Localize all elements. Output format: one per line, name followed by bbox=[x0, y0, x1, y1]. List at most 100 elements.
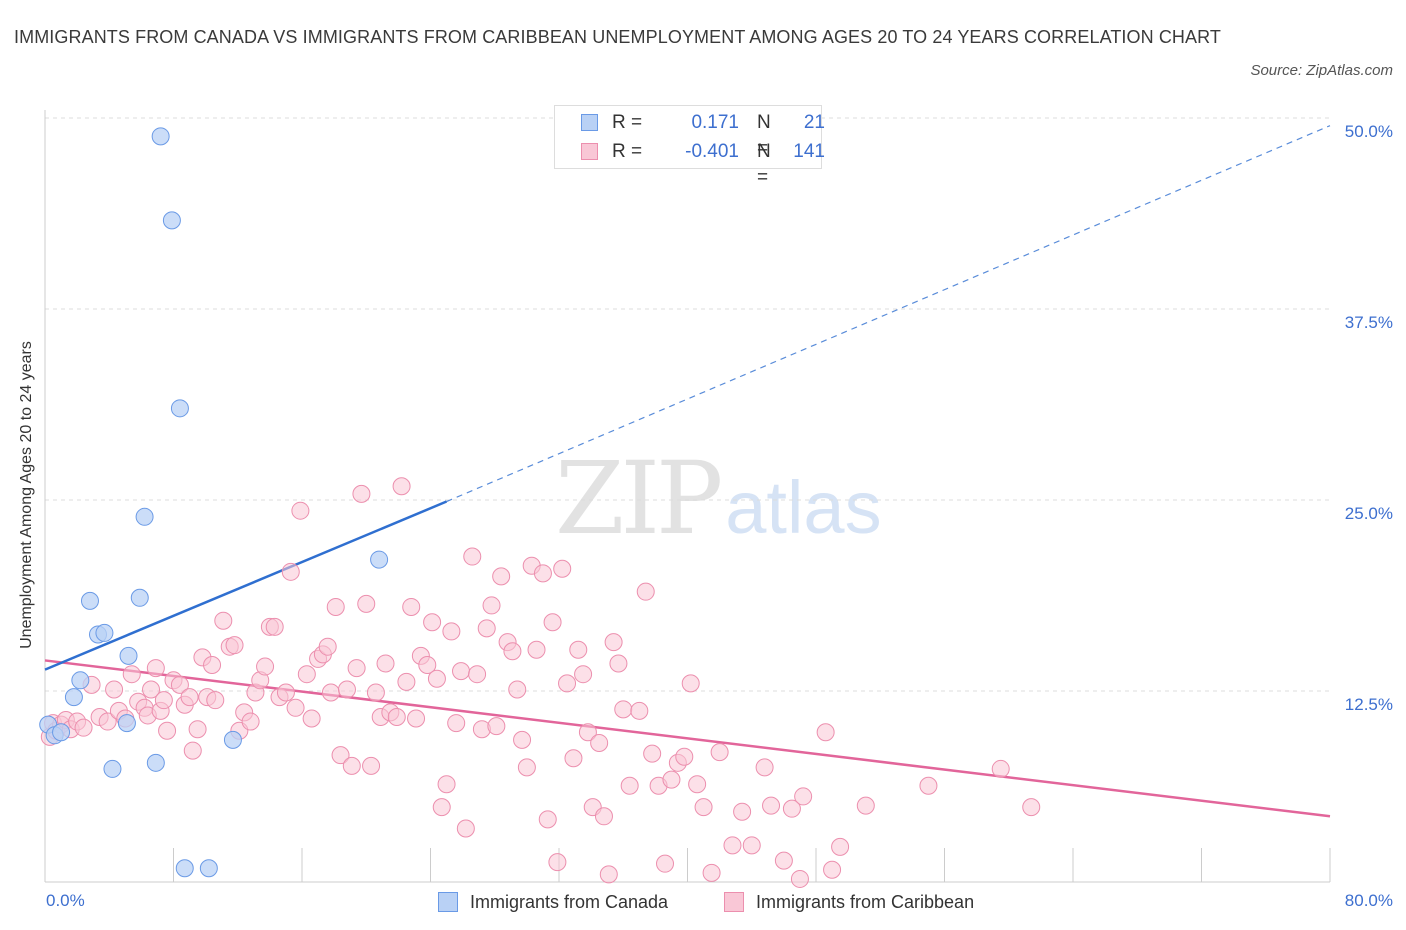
stats-legend: R = 0.171 N = 21 R = -0.401 N = 141 bbox=[554, 105, 825, 188]
caribbean-point-43 bbox=[265, 617, 284, 636]
caribbean-point-97 bbox=[538, 810, 557, 829]
caribbean-point-75 bbox=[427, 669, 446, 688]
caribbean-point-47 bbox=[286, 698, 305, 717]
caribbean-point-93 bbox=[517, 758, 536, 777]
canada-point-15 bbox=[162, 211, 181, 230]
caribbean-point-74 bbox=[423, 613, 442, 632]
caribbean-point-46 bbox=[281, 562, 300, 581]
caribbean-point-71 bbox=[407, 709, 426, 728]
caribbean-point-78 bbox=[442, 622, 461, 641]
caribbean-point-90 bbox=[503, 642, 522, 661]
caribbean-point-31 bbox=[203, 656, 222, 675]
caribbean-point-96 bbox=[533, 564, 552, 583]
canada-point-11 bbox=[130, 588, 149, 607]
canada-point-10 bbox=[119, 646, 138, 665]
canada-point-4 bbox=[71, 671, 90, 690]
caribbean-point-41 bbox=[256, 657, 275, 676]
caribbean-point-125 bbox=[702, 863, 721, 882]
caribbean-point-92 bbox=[513, 730, 532, 749]
caribbean-point-104 bbox=[574, 665, 593, 684]
caribbean-point-33 bbox=[214, 611, 233, 630]
canada-n-value: 21 bbox=[803, 112, 825, 133]
caribbean-point-115 bbox=[636, 582, 655, 601]
caribbean-point-65 bbox=[376, 654, 395, 673]
caribbean-point-61 bbox=[357, 594, 376, 613]
caribbean-point-77 bbox=[437, 775, 456, 794]
caribbean-point-129 bbox=[742, 836, 761, 855]
caribbean-r-value: -0.401 bbox=[685, 141, 739, 162]
caribbean-point-26 bbox=[180, 688, 199, 707]
watermark-atlas: atlas bbox=[725, 466, 882, 549]
caribbean-point-91 bbox=[508, 680, 527, 699]
caribbean-point-76 bbox=[432, 798, 451, 817]
caribbean-point-55 bbox=[326, 597, 345, 616]
caribbean-point-142 bbox=[790, 869, 809, 888]
caribbean-point-68 bbox=[392, 477, 411, 496]
caribbean-point-59 bbox=[347, 659, 366, 678]
caribbean-points bbox=[40, 477, 1041, 888]
caribbean-point-135 bbox=[816, 723, 835, 742]
caribbean-point-116 bbox=[643, 744, 662, 763]
canada-r-value: 0.171 bbox=[691, 112, 739, 133]
caribbean-point-109 bbox=[599, 865, 618, 884]
source-label: Source: ZipAtlas.com bbox=[1250, 62, 1393, 79]
legend-caribbean-swatch bbox=[724, 892, 744, 912]
y-tick-label-2: 37.5% bbox=[1344, 313, 1393, 332]
caribbean-point-24 bbox=[170, 675, 189, 694]
x-tick-label-1: 80.0% bbox=[1344, 891, 1393, 910]
caribbean-point-119 bbox=[662, 770, 681, 789]
canada-point-14 bbox=[151, 127, 170, 146]
watermark-zip: ZIP bbox=[555, 440, 723, 557]
caribbean-point-22 bbox=[158, 721, 177, 740]
caribbean-point-128 bbox=[733, 802, 752, 821]
y-tick-label-1: 25.0% bbox=[1344, 504, 1393, 523]
caribbean-point-27 bbox=[183, 741, 202, 760]
caribbean-point-140 bbox=[991, 759, 1010, 778]
caribbean-point-99 bbox=[548, 853, 567, 872]
caribbean-point-86 bbox=[482, 596, 501, 615]
caribbean-point-38 bbox=[241, 712, 260, 731]
caribbean-point-10 bbox=[98, 712, 117, 731]
canada-point-12 bbox=[135, 507, 154, 526]
caribbean-point-126 bbox=[710, 743, 729, 762]
caribbean-point-73 bbox=[418, 656, 437, 675]
caribbean-point-100 bbox=[553, 559, 572, 578]
legend-canada-label: Immigrants from Canada bbox=[470, 892, 669, 912]
legend-caribbean-label: Immigrants from Caribbean bbox=[756, 892, 975, 912]
caribbean-swatch bbox=[581, 143, 598, 160]
caribbean-point-127 bbox=[723, 836, 742, 855]
watermark: ZIPatlas bbox=[555, 440, 882, 557]
caribbean-point-103 bbox=[569, 640, 588, 659]
caribbean-point-134 bbox=[794, 787, 813, 806]
canada-r-label: R = bbox=[612, 112, 643, 133]
series-legend: Immigrants from Canada Immigrants from C… bbox=[0, 890, 1406, 916]
caribbean-point-131 bbox=[762, 796, 781, 815]
caribbean-point-130 bbox=[755, 758, 774, 777]
caribbean-point-95 bbox=[527, 640, 546, 659]
caribbean-point-79 bbox=[447, 714, 466, 733]
caribbean-point-53 bbox=[318, 637, 337, 656]
caribbean-point-45 bbox=[276, 683, 295, 702]
axes bbox=[44, 110, 1331, 883]
caribbean-point-18 bbox=[142, 680, 161, 699]
caribbean-point-70 bbox=[402, 597, 421, 616]
caribbean-point-7 bbox=[74, 718, 93, 737]
caribbean-point-123 bbox=[688, 775, 707, 794]
caribbean-point-54 bbox=[321, 683, 340, 702]
canada-trend-line bbox=[44, 500, 448, 671]
caribbean-point-132 bbox=[774, 851, 793, 870]
caribbean-point-19 bbox=[146, 659, 165, 678]
canada-trend-extension bbox=[446, 125, 1331, 503]
caribbean-point-58 bbox=[342, 756, 361, 775]
caribbean-point-101 bbox=[558, 674, 577, 693]
caribbean-n-value: 141 bbox=[793, 141, 825, 162]
caribbean-point-87 bbox=[487, 717, 506, 736]
caribbean-point-141 bbox=[1022, 798, 1041, 817]
caribbean-point-124 bbox=[694, 798, 713, 817]
canada-point-17 bbox=[175, 859, 194, 878]
caribbean-point-32 bbox=[206, 691, 225, 710]
canada-point-5 bbox=[80, 591, 99, 610]
caribbean-point-49 bbox=[297, 665, 316, 684]
canada-point-7 bbox=[95, 623, 114, 642]
grid-lines bbox=[45, 117, 1330, 692]
